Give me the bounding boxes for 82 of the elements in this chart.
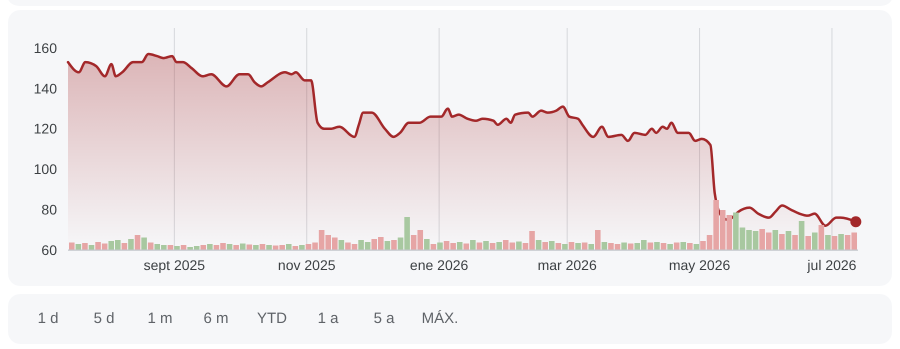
bar bbox=[772, 230, 778, 250]
text: MÁX. bbox=[422, 309, 458, 327]
bar bbox=[660, 243, 666, 250]
bar bbox=[575, 243, 581, 250]
bar bbox=[430, 244, 436, 250]
bar bbox=[568, 242, 574, 250]
bar bbox=[338, 240, 344, 250]
bar bbox=[207, 244, 213, 250]
bar bbox=[496, 242, 502, 250]
x-tick-label: may 2026 bbox=[668, 257, 731, 273]
bar bbox=[456, 242, 463, 250]
text: 1 m bbox=[147, 310, 173, 327]
bar bbox=[792, 235, 798, 250]
bar bbox=[786, 231, 792, 250]
bar bbox=[548, 241, 555, 250]
bar bbox=[602, 242, 608, 250]
bar bbox=[798, 221, 804, 250]
bar bbox=[174, 246, 180, 250]
bar bbox=[832, 236, 838, 250]
y-tick-label: 140 bbox=[34, 80, 58, 96]
bar bbox=[687, 243, 693, 250]
bar bbox=[536, 240, 542, 250]
bar bbox=[818, 225, 824, 250]
bar bbox=[82, 243, 88, 250]
bar bbox=[141, 238, 147, 250]
x-tick-label: mar 2026 bbox=[538, 257, 597, 273]
bar bbox=[476, 242, 482, 250]
bar bbox=[838, 234, 844, 250]
y-tick-label: 120 bbox=[34, 120, 58, 137]
bar bbox=[463, 244, 470, 250]
bar bbox=[226, 244, 232, 250]
y-tick-label: 60 bbox=[41, 242, 58, 258]
bar bbox=[437, 242, 443, 250]
bar bbox=[562, 244, 568, 250]
bar bbox=[68, 242, 75, 250]
bar bbox=[134, 235, 140, 250]
bar bbox=[260, 244, 266, 250]
bar bbox=[88, 245, 94, 250]
bar bbox=[240, 244, 246, 250]
bar bbox=[621, 242, 627, 250]
bar bbox=[128, 239, 134, 250]
bar bbox=[680, 242, 686, 250]
bar bbox=[483, 241, 489, 250]
bar bbox=[667, 244, 673, 250]
bar bbox=[694, 244, 700, 250]
bar bbox=[470, 240, 476, 250]
bar bbox=[674, 242, 680, 250]
bar bbox=[654, 242, 660, 250]
text: 1 d bbox=[38, 310, 58, 327]
bar bbox=[588, 244, 594, 250]
x-tick-label: ene 2026 bbox=[410, 257, 469, 273]
x-tick-label: nov 2025 bbox=[278, 257, 336, 273]
y-tick-label: 100 bbox=[34, 161, 58, 178]
text: 5 a bbox=[374, 310, 396, 327]
bar bbox=[122, 243, 128, 250]
bar bbox=[286, 244, 292, 250]
bar bbox=[648, 242, 654, 250]
bar bbox=[805, 236, 811, 250]
bar bbox=[812, 232, 818, 250]
bar bbox=[76, 244, 82, 250]
bar bbox=[266, 245, 272, 250]
bar bbox=[516, 242, 522, 250]
bar bbox=[424, 239, 430, 250]
bar bbox=[384, 241, 390, 250]
x-tick-label: sept 2025 bbox=[144, 257, 206, 273]
text: 5 d bbox=[94, 310, 114, 327]
text: 1 a bbox=[318, 310, 340, 327]
bar bbox=[490, 243, 496, 250]
text: 6 m bbox=[203, 310, 229, 327]
bar bbox=[582, 242, 588, 250]
bar bbox=[556, 243, 562, 250]
text: YTD bbox=[257, 310, 288, 327]
x-tick-label: jul 2026 bbox=[806, 257, 857, 273]
bar bbox=[542, 242, 548, 250]
y-tick-label: 80 bbox=[41, 202, 58, 218]
bar bbox=[148, 242, 154, 250]
bar bbox=[825, 235, 831, 250]
bar bbox=[779, 234, 785, 250]
y-tick-label: 160 bbox=[34, 40, 58, 56]
bar bbox=[594, 230, 601, 250]
bar bbox=[628, 244, 634, 250]
bar bbox=[391, 240, 397, 250]
